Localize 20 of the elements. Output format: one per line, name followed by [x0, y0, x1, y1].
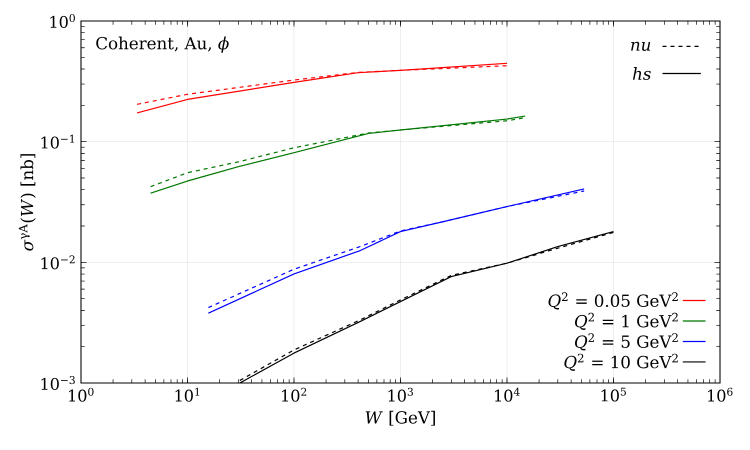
legend-label: Q$^{2}$ = 5 GeV$^{2}$ — [575, 333, 678, 350]
annotation: nu — [631, 42, 650, 51]
annotation: hs — [632, 67, 651, 80]
x-tick-label: 10$^{6}$ — [708, 388, 733, 402]
y-tick-label: 10$^{−3}$ — [41, 376, 75, 390]
x-tick-label: 10$^{5}$ — [602, 388, 626, 402]
x-tick-label: 10$^{3}$ — [388, 388, 413, 402]
legend-label: Q$^{2}$ = 1 GeV$^{2}$ — [575, 312, 678, 330]
legend-label: Q$^{2}$ = 10 GeV$^{2}$ — [564, 354, 678, 371]
x-axis-title: W [GeV] — [366, 410, 435, 426]
y-axis-title: σ$^{γA}$(W) [nb] — [18, 154, 36, 251]
x-tick-label: 10$^{2}$ — [282, 388, 306, 402]
x-tick-label: 10$^{4}$ — [495, 388, 520, 402]
x-tick-label: 10$^{0}$ — [69, 388, 94, 402]
y-tick-label: 10$^{−1}$ — [41, 134, 74, 149]
y-tick-label: 10$^{0}$ — [50, 14, 75, 28]
x-tick-label: 10$^{1}$ — [176, 388, 200, 402]
annotation: Coherent, Au, ϕ — [96, 36, 229, 53]
legend-label: Q$^{2}$ = 0.05 GeV$^{2}$ — [548, 292, 678, 310]
y-tick-label: 10$^{−2}$ — [41, 255, 75, 270]
